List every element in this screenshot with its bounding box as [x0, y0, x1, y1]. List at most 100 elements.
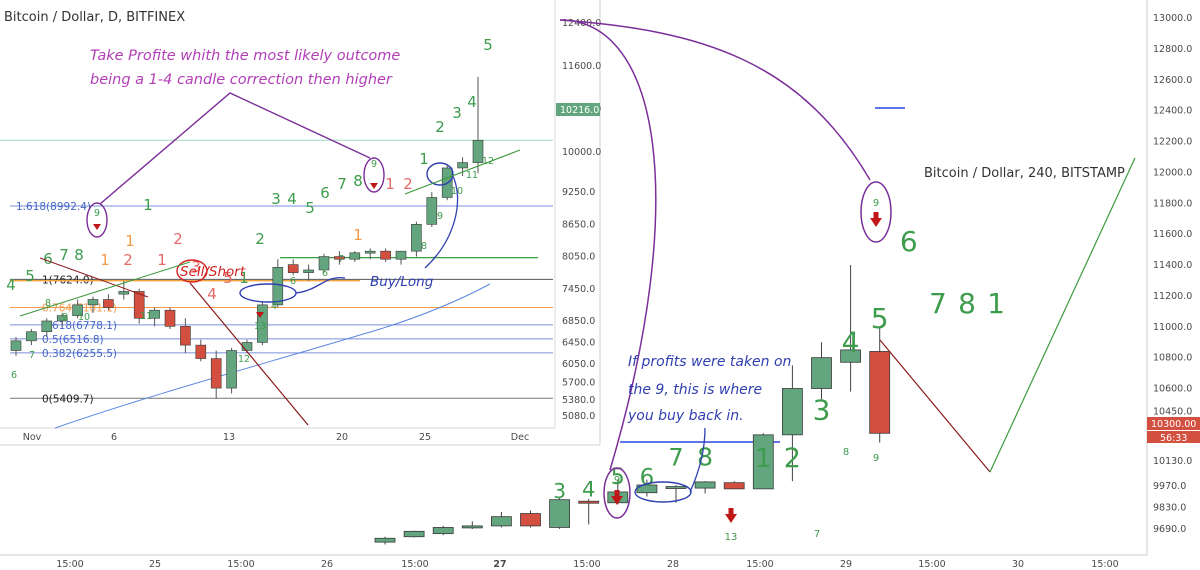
rebuy-text-3: you buy back in. — [627, 408, 744, 424]
big-td-count: 8 — [697, 443, 713, 472]
inset-candle-body — [257, 304, 268, 343]
inset-down-arrow — [256, 312, 264, 318]
inset-small-count: 10 — [78, 312, 90, 323]
inset-fib-label: 0.618(6778.1) — [42, 320, 117, 332]
inset-candle-body — [411, 224, 422, 252]
inset-down-projection-2 — [39, 257, 149, 298]
big-y-tick-label: 10600.0 — [1153, 384, 1192, 395]
inset-td-count: 3 — [452, 104, 462, 122]
inset-td-count: 5 — [223, 269, 233, 287]
inset-circle-9-right — [363, 157, 385, 193]
big-candle-body — [869, 351, 891, 434]
inset-small-count: 9 — [94, 208, 100, 219]
big-candle-body — [782, 388, 803, 436]
svg-text:56:33: 56:33 — [1160, 433, 1187, 444]
take-profit-pointer — [99, 92, 371, 205]
inset-small-count: 11 — [140, 311, 152, 322]
inset-candle-body — [180, 326, 191, 346]
rebuy-text-2: the 9, this is where — [628, 382, 762, 398]
big-y-tick-label: 12800.0 — [1153, 44, 1192, 55]
inset-y-tick-label: 6450.0 — [562, 337, 595, 348]
inset-candle-body — [26, 331, 37, 342]
big-y-tick-label: 11600.0 — [1153, 229, 1192, 240]
inset-fib-label: 0.382(6255.5) — [42, 348, 117, 360]
big-td-count: 6 — [640, 465, 655, 491]
big-small-count: 13 — [725, 532, 738, 543]
inset-small-count: 9 — [437, 211, 443, 222]
big-y-tick-label: 10800.0 — [1153, 353, 1192, 364]
big-candle-body — [374, 537, 396, 543]
inset-candle-body — [41, 320, 53, 333]
big-td-count: 5 — [611, 465, 625, 490]
inset-small-count: 9 — [62, 312, 68, 323]
big-candle-body — [578, 500, 600, 504]
big-y-tick-label: 9970.0 — [1153, 481, 1186, 492]
inset-td-count: 1 — [239, 269, 249, 287]
big-candle-body — [403, 530, 425, 538]
big-td-count: 8 — [958, 287, 976, 320]
big-x-tick-label: 15:00 — [918, 559, 945, 570]
inset-candle-body — [426, 197, 438, 225]
big-td-count: 4 — [582, 477, 595, 501]
big-y-tick-label: 11400.0 — [1153, 260, 1192, 271]
rebuy-text-1: If profits were taken on — [628, 354, 791, 370]
inset-x-tick-label: 13 — [223, 432, 235, 443]
big-circle-9-right — [860, 181, 892, 243]
big-y-tick-label: 12200.0 — [1153, 137, 1192, 148]
inset-candle-body — [349, 252, 361, 260]
inset-td-count: 4 — [287, 190, 297, 208]
inset-blue-circle — [426, 162, 454, 186]
big-td-count: 3 — [813, 393, 831, 426]
big-td-count: 2 — [784, 443, 801, 474]
inset-candle-body — [56, 315, 68, 322]
big-candle-body — [520, 513, 541, 527]
inset-small-count: 7 — [338, 254, 344, 265]
inset-y-tick-label: 6850.0 — [562, 316, 595, 327]
inset-td-count: 1 — [143, 196, 153, 214]
inset-td-count: 8 — [74, 246, 84, 264]
big-circle-9-left — [603, 467, 631, 519]
big-down-arrow-stem — [614, 490, 620, 497]
big-small-count: 9 — [873, 198, 879, 209]
inset-small-count: 11 — [466, 170, 478, 181]
inset-td-count: 1 — [385, 175, 395, 193]
big-down-arrow — [725, 514, 737, 523]
big-x-tick-label: 28 — [667, 559, 679, 570]
big-candle-body — [665, 486, 687, 489]
big-down-arrow-stem — [873, 212, 879, 219]
inset-y-tick-label: 5700.0 — [562, 378, 595, 389]
inset-x-axis: Nov 6 13 20 25 Dec — [23, 432, 529, 443]
inset-chart-title: Bitcoin / Dollar, D, BITFINEX — [4, 10, 185, 25]
inset-td-count: 4 — [6, 276, 16, 294]
big-candle-body — [490, 516, 512, 527]
inset-y-tick-label: 5380.0 — [562, 395, 595, 406]
big-x-tick-label: 25 — [149, 559, 161, 570]
big-y-tick-label: 9830.0 — [1153, 502, 1186, 513]
inset-td-count: 2 — [123, 251, 133, 269]
big-td-count: 7 — [929, 287, 947, 320]
connector-curve-left — [559, 19, 657, 471]
sell-short-text: Sell/Short — [180, 264, 246, 280]
inset-x-tick-label: Dec — [511, 432, 529, 443]
inset-candle-body — [287, 264, 299, 273]
inset-candle-body — [164, 309, 176, 327]
inset-down-projection — [189, 282, 309, 426]
big-x-tick-label: 26 — [321, 559, 333, 570]
inset-td-count: 2 — [435, 118, 445, 136]
big-buy-ellipse — [634, 481, 692, 503]
inset-y-tick-label: 7450.0 — [562, 284, 595, 295]
inset-chart: 12400.011600.010800.010000.09250.08650.0… — [0, 0, 601, 446]
big-chart-x-axis: 15:00 25 15:00 26 15:00 27 15:00 28 15:00 29 15:00… — [56, 559, 1118, 570]
big-candle-body — [694, 481, 716, 489]
inset-x-tick-label: 25 — [419, 432, 431, 443]
big-y-tick-label: 10130.0 — [1153, 456, 1192, 467]
inset-candle-body — [364, 250, 376, 254]
big-candle-body — [549, 499, 570, 528]
big-x-tick-label: 30 — [1012, 559, 1024, 570]
inset-td-count: 1 — [100, 251, 110, 269]
buy-long-text: Buy/Long — [370, 274, 434, 290]
inset-small-count: 8 — [421, 241, 427, 252]
inset-candle-body — [472, 139, 484, 163]
inset-y-tick-label: 6050.0 — [562, 359, 595, 370]
big-candle-body — [840, 349, 861, 363]
